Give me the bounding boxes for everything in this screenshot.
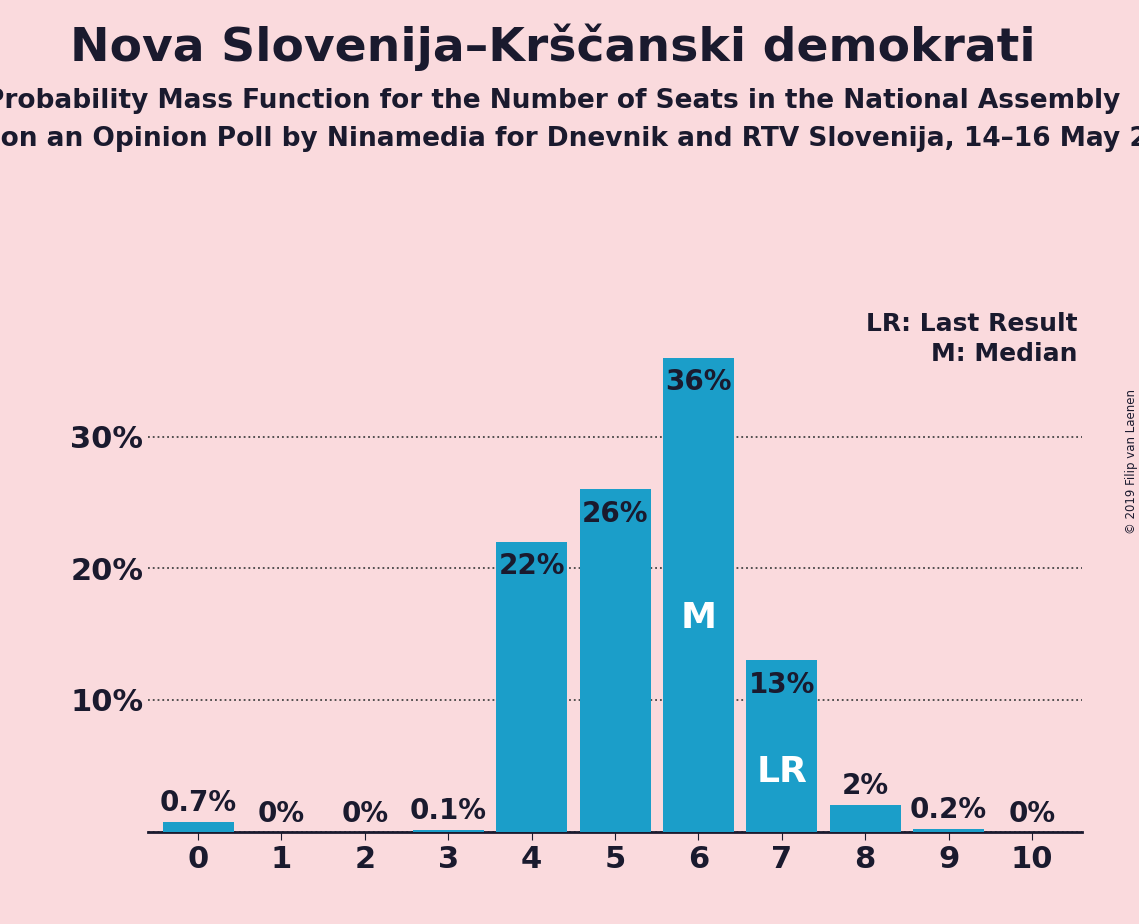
Text: Based on an Opinion Poll by Ninamedia for Dnevnik and RTV Slovenija, 14–16 May 2: Based on an Opinion Poll by Ninamedia fo… (0, 126, 1139, 152)
Text: Nova Slovenija–Krščanski demokrati: Nova Slovenija–Krščanski demokrati (69, 23, 1035, 70)
Bar (580, 490, 650, 832)
Text: 0.2%: 0.2% (910, 796, 988, 823)
Text: 26%: 26% (582, 500, 648, 528)
Text: M: Median: M: Median (932, 342, 1077, 366)
Text: LR: LR (756, 755, 808, 789)
Text: 0%: 0% (342, 799, 388, 828)
Bar (497, 541, 567, 832)
Bar (163, 822, 233, 832)
Bar (830, 805, 901, 832)
Text: M: M (680, 602, 716, 636)
Bar (412, 831, 484, 832)
Text: 13%: 13% (748, 671, 816, 699)
Bar (913, 829, 984, 832)
Bar (746, 661, 818, 832)
Text: 0.7%: 0.7% (159, 789, 237, 817)
Text: 22%: 22% (499, 553, 565, 580)
Text: Probability Mass Function for the Number of Seats in the National Assembly: Probability Mass Function for the Number… (0, 88, 1120, 114)
Bar (663, 358, 734, 832)
Text: LR: Last Result: LR: Last Result (867, 311, 1077, 335)
Text: 2%: 2% (842, 772, 888, 800)
Text: © 2019 Filip van Laenen: © 2019 Filip van Laenen (1124, 390, 1138, 534)
Text: 0.1%: 0.1% (410, 797, 486, 825)
Text: 0%: 0% (257, 799, 305, 828)
Text: 36%: 36% (665, 368, 731, 396)
Text: 0%: 0% (1008, 799, 1056, 828)
